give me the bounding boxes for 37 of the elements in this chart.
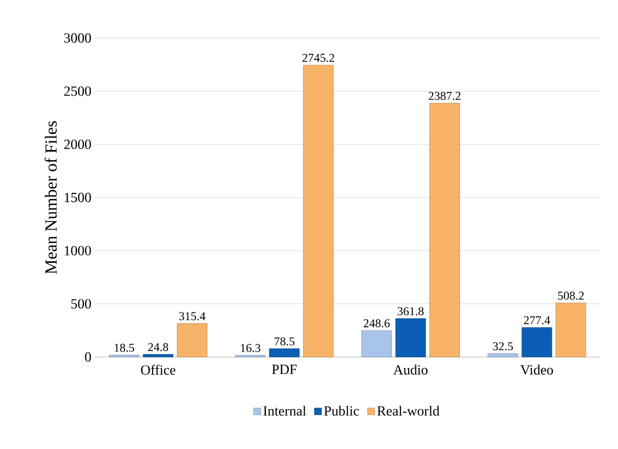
bar xyxy=(361,330,392,358)
legend-label: Real-world xyxy=(377,406,440,416)
y-axis-title: Mean Number of Files xyxy=(44,121,57,274)
y-tick-label: 500 xyxy=(71,299,91,309)
bar xyxy=(303,64,334,358)
data-label: 16.3 xyxy=(240,344,260,352)
x-tick-label: PDF xyxy=(272,364,297,374)
x-tick-label: Office xyxy=(141,364,176,375)
data-label: 18.5 xyxy=(114,344,134,352)
bar xyxy=(556,302,586,358)
y-tick-label: 3000 xyxy=(64,33,91,43)
data-label: 2387.2 xyxy=(428,92,460,100)
data-label: 248.6 xyxy=(364,319,390,328)
bar xyxy=(429,102,460,358)
bar xyxy=(488,353,518,358)
data-label: 508.2 xyxy=(558,292,584,300)
bar xyxy=(269,348,300,358)
y-tick-label: 2000 xyxy=(64,140,91,150)
data-label: 24.8 xyxy=(148,343,168,352)
data-label: 32.5 xyxy=(492,342,513,350)
bar xyxy=(142,354,174,358)
y-tick-label: 1500 xyxy=(64,192,91,202)
y-tick-label: 1000 xyxy=(64,246,91,256)
y-tick-label: 0 xyxy=(85,352,91,362)
y-tick-label: 2500 xyxy=(64,86,91,96)
x-tick-label: Audio xyxy=(393,364,428,375)
data-label: 361.8 xyxy=(398,307,424,316)
data-label: 315.4 xyxy=(179,312,206,320)
bar xyxy=(395,318,426,358)
legend-label: Internal xyxy=(263,406,306,416)
data-label: 277.4 xyxy=(524,316,550,324)
data-label: 78.5 xyxy=(274,337,294,346)
data-label: 2745.2 xyxy=(302,54,334,62)
legend-label: Public xyxy=(324,406,359,416)
x-tick-label: Video xyxy=(520,364,553,375)
bar xyxy=(176,323,208,358)
bar xyxy=(522,327,552,358)
